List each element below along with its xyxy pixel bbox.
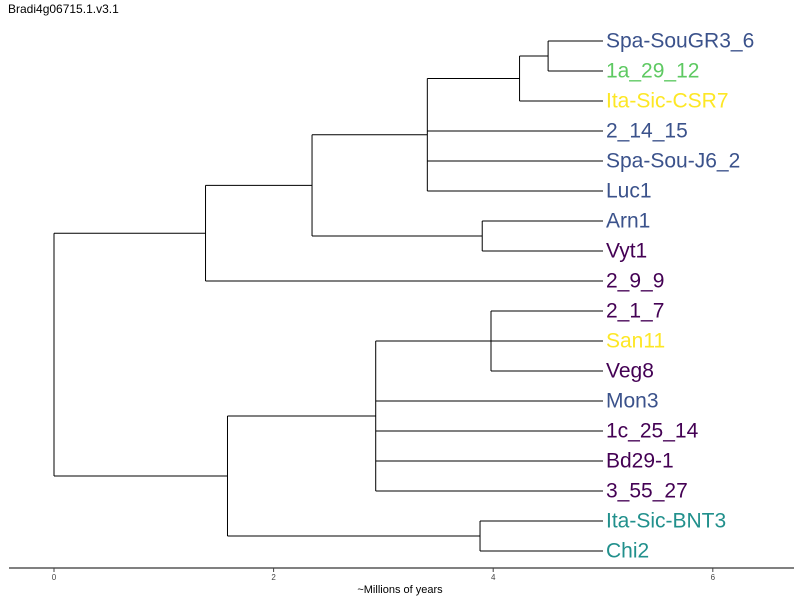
tree-branches bbox=[53, 40, 603, 552]
leaf-label: 2_1_7 bbox=[606, 300, 664, 323]
leaf-label: San11 bbox=[606, 330, 665, 353]
leaf-label: Spa-SouGR3_6 bbox=[606, 30, 754, 53]
leaf-label: Arn1 bbox=[606, 210, 650, 233]
leaf-label: Luc1 bbox=[606, 180, 652, 203]
leaf-label: Veg8 bbox=[606, 360, 654, 383]
leaf-label: Ita-Sic-BNT3 bbox=[606, 510, 726, 533]
x-tick-label: 6 bbox=[711, 573, 716, 582]
x-tick-label: 0 bbox=[52, 573, 57, 582]
x-axis-ticks: 0 2 4 6 bbox=[52, 568, 716, 582]
leaf-label: Mon3 bbox=[606, 390, 659, 413]
leaf-label: Ita-Sic-CSR7 bbox=[606, 90, 729, 113]
x-axis-title: ~Millions of years bbox=[357, 584, 443, 596]
leaf-labels: Spa-SouGR3_6 1a_29_12 Ita-Sic-CSR7 2_14_15 S… bbox=[606, 30, 754, 563]
leaf-label: 2_9_9 bbox=[606, 270, 664, 293]
leaf-label: Bd29-1 bbox=[606, 450, 674, 473]
leaf-label: 2_14_15 bbox=[606, 120, 688, 143]
plot-title: Bradi4g06715.1.v3.1 bbox=[8, 2, 119, 16]
x-axis: 0 2 4 6 ~Millions of years bbox=[9, 567, 794, 596]
leaf-label: Vyt1 bbox=[606, 240, 647, 263]
x-tick-label: 2 bbox=[271, 573, 276, 582]
leaf-label: 3_55_27 bbox=[606, 480, 688, 503]
leaf-label: 1a_29_12 bbox=[606, 60, 699, 83]
leaf-label: Spa-Sou-J6_2 bbox=[606, 150, 740, 173]
leaf-label: 1c_25_14 bbox=[606, 420, 699, 443]
leaf-label: Chi2 bbox=[606, 540, 649, 563]
x-tick-label: 4 bbox=[491, 573, 496, 582]
